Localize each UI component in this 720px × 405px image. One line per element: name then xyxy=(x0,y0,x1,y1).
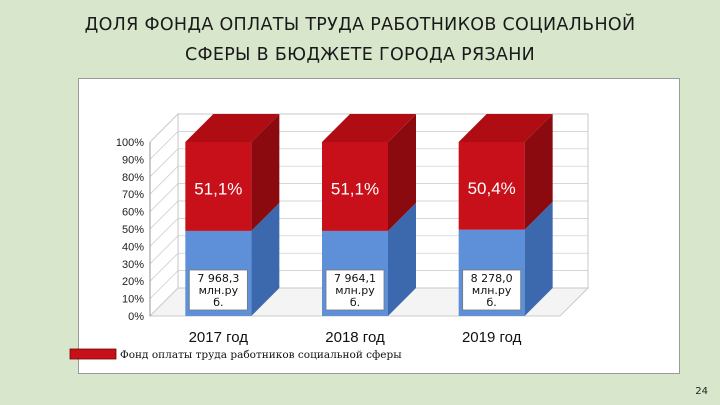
bar-upper-front xyxy=(322,142,388,231)
bar-upper-top xyxy=(322,114,416,142)
x-tick-label: 2018 год xyxy=(325,329,385,346)
page-number: 24 xyxy=(695,386,708,397)
y-tick-label: 20% xyxy=(122,276,144,288)
y-tick-label: 80% xyxy=(122,172,144,184)
gridline-diagonal xyxy=(149,183,179,212)
y-tick-label: 50% xyxy=(122,224,144,236)
gridline-diagonal xyxy=(149,113,179,143)
bar-lower-side xyxy=(251,202,280,316)
bar-upper-front xyxy=(185,142,252,231)
data-label-share: 50,4% xyxy=(468,179,516,198)
bar-upper-side xyxy=(524,114,553,230)
slide-title-line-1: ДОЛЯ ФОНДА ОПЛАТЫ ТРУДА РАБОТНИКОВ СОЦИА… xyxy=(84,15,636,35)
x-tick-label: 2017 год xyxy=(189,329,249,346)
y-tick-label: 70% xyxy=(122,189,144,201)
gridline-diagonal xyxy=(149,252,179,282)
data-label-share: 51,1% xyxy=(194,179,242,198)
bar-upper-front xyxy=(458,142,525,230)
gridline-diagonal xyxy=(149,165,179,195)
y-tick-label: 60% xyxy=(122,207,144,219)
bar-lower-side xyxy=(388,202,416,316)
data-label-amount: 7 964,1 млн.ру б. xyxy=(334,272,376,309)
slide-title-line-2: СФЕРЫ В БЮДЖЕТЕ ГОРОДА РЯЗАНИ xyxy=(184,45,536,65)
bar-upper-side xyxy=(388,114,416,231)
slide-title: ДОЛЯ ФОНДА ОПЛАТЫ ТРУДА РАБОТНИКОВ СОЦИА… xyxy=(0,10,720,70)
gridline-diagonal xyxy=(149,270,179,299)
y-tick-label: 10% xyxy=(122,294,144,306)
data-label-box xyxy=(325,269,385,311)
gridline-diagonal xyxy=(149,131,179,160)
data-label-box xyxy=(462,269,522,311)
legend-swatch xyxy=(69,348,117,360)
bar-upper-top xyxy=(458,114,553,142)
bar-lower-side xyxy=(524,201,553,316)
y-tick-label: 0% xyxy=(128,311,144,323)
gridline-diagonal xyxy=(149,235,179,265)
gridline-diagonal xyxy=(149,200,179,230)
data-label-box xyxy=(188,269,248,311)
gridline-diagonal xyxy=(149,287,179,317)
x-tick-label: 2019 год xyxy=(462,329,522,346)
bar-upper-top xyxy=(185,114,280,142)
y-tick-label: 40% xyxy=(122,241,144,253)
legend-label: Фонд оплаты труда работников социальной … xyxy=(120,349,402,361)
y-tick-label: 100% xyxy=(116,137,144,149)
data-label-amount: 7 968,3 млн.ру б. xyxy=(197,272,239,309)
gridline-diagonal xyxy=(149,218,179,247)
y-tick-label: 90% xyxy=(122,154,144,166)
data-label-amount: 8 278,0 млн.ру б. xyxy=(471,272,513,309)
gridline-diagonal xyxy=(149,148,179,178)
data-label-share: 51,1% xyxy=(331,179,379,198)
y-tick-label: 30% xyxy=(122,259,144,271)
bar-upper-side xyxy=(251,114,280,231)
